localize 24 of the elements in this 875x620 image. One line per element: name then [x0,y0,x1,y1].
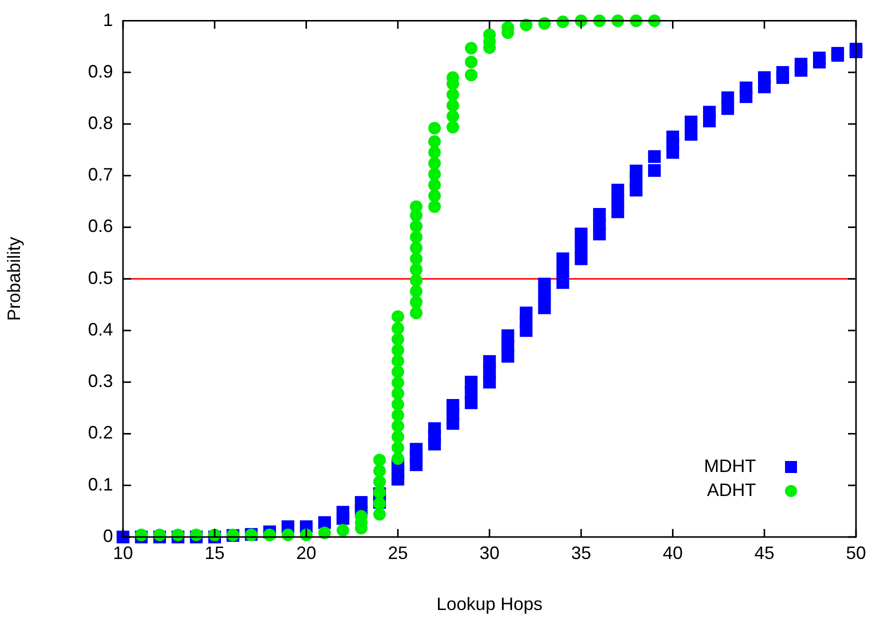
x-tick-label: 15 [204,542,225,563]
y-tick-label: 0.7 [88,164,113,185]
x-tick-label: 50 [846,542,866,563]
x-tick-label: 35 [571,542,592,563]
y-tick-label: 0.4 [88,319,113,340]
y-tick-label: 0.6 [88,216,113,236]
y-tick-label: 0.9 [88,61,113,82]
y-tick-label: 0.2 [88,422,113,443]
y-tick-label: 0.5 [88,268,113,288]
x-tick-label: 25 [388,542,408,563]
x-axis-title: Lookup Hops [436,594,543,614]
legend-label: ADHT [707,480,756,500]
y-tick-label: 0 [102,526,113,546]
legend-label: MDHT [704,456,756,476]
y-tick-label: 0.3 [88,371,113,392]
x-tick-label: 10 [112,542,134,563]
x-tick-label: 20 [296,542,316,563]
y-tick-label: 0.8 [88,113,113,134]
x-tick-label: 30 [479,542,500,563]
x-tick-label: 40 [662,542,683,563]
y-tick-label: 1 [102,10,113,30]
y-tick-label: 0.1 [88,474,113,494]
x-tick-label: 45 [754,542,774,563]
y-axis-title: Probability [4,236,24,321]
